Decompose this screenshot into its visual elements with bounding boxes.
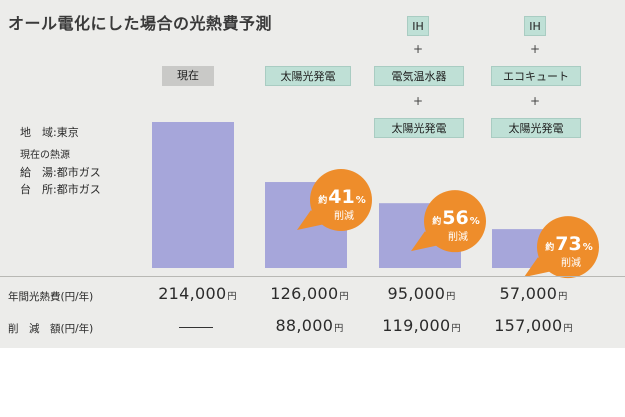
saving-ecocute: 157,000円 (494, 316, 573, 335)
badge-circle (537, 216, 599, 279)
header-ecocute: エコキュート (491, 66, 581, 86)
header-solar-3: 太陽光発電 (491, 118, 581, 138)
annual-cost-water-heater: 95,000円 (387, 284, 456, 303)
chart-figure: オール電化にした場合の光熱費予測 現在 太陽光発電 IH + 電気温水器 + 太… (0, 0, 625, 348)
plus-sign-2: + (412, 94, 424, 108)
reduction-badge-solar: 約41%削減 (297, 169, 372, 232)
info-block: 地 域:東京 現在の熱源 給 湯:都市ガス 台 所:都市ガス (20, 124, 101, 198)
badge-percent-label: 約41% (318, 186, 366, 208)
saving-water-heater: 119,000円 (382, 316, 461, 335)
annual-cost-ecocute: 57,000円 (499, 284, 568, 303)
badge-pointer (297, 210, 325, 231)
bar-current (152, 122, 234, 268)
saving-label: 削 減 額(円/年) (8, 323, 94, 335)
chart-title: オール電化にした場合の光熱費予測 (8, 14, 273, 33)
info-region: 地 域:東京 (20, 126, 79, 139)
plus-sign-4: + (529, 94, 541, 108)
saving-current-dash (179, 327, 213, 328)
badge-circle (310, 169, 372, 232)
badge-pointer (411, 231, 439, 252)
info-heat-source-title: 現在の熱源 (20, 150, 70, 161)
table-divider (0, 276, 625, 277)
header-ih-2: IH (524, 16, 546, 36)
header-current: 現在 (162, 66, 214, 86)
plus-sign-1: + (412, 42, 424, 56)
badge-reduction-label: 削減 (334, 209, 354, 222)
saving-solar: 88,000円 (275, 316, 344, 335)
plus-sign-3: + (529, 42, 541, 56)
annual-cost-solar: 126,000円 (270, 284, 349, 303)
header-ih-1: IH (407, 16, 429, 36)
info-supply: 給 湯:都市ガス (20, 166, 101, 179)
reduction-badge-water-heater: 約56%削減 (411, 190, 486, 253)
header-solar-2: 太陽光発電 (374, 118, 464, 138)
reduction-badge-ecocute: 約73%削減 (524, 216, 599, 279)
badge-reduction-label: 削減 (448, 230, 468, 243)
badge-circle (424, 190, 486, 253)
badge-pointer (524, 257, 552, 278)
badge-percent-label: 約56% (432, 207, 480, 229)
badge-percent-label: 約73% (545, 233, 593, 255)
header-solar: 太陽光発電 (265, 66, 351, 86)
annual-cost-label: 年間光熱費(円/年) (8, 291, 94, 303)
badge-reduction-label: 削減 (561, 256, 581, 269)
annual-cost-current: 214,000円 (158, 284, 237, 303)
header-water-heater: 電気温水器 (374, 66, 464, 86)
info-kitchen: 台 所:都市ガス (20, 183, 101, 196)
